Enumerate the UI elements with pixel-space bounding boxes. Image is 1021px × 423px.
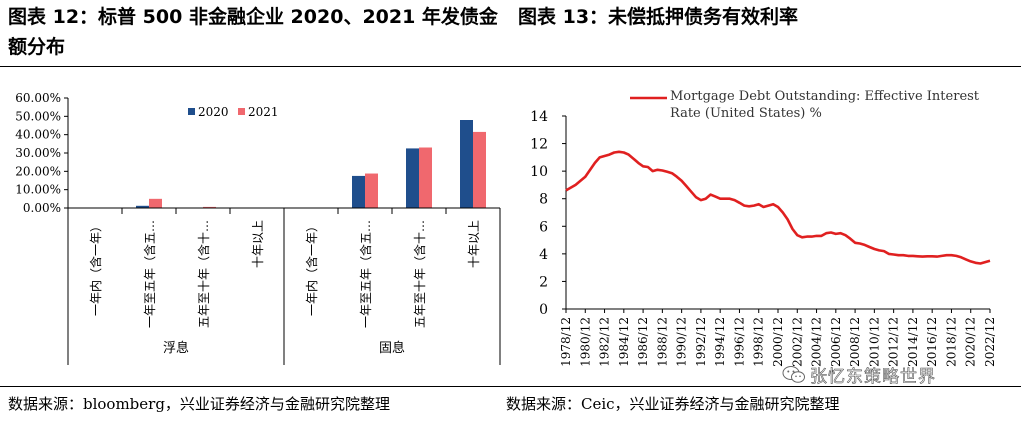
bar-legend-swatch xyxy=(188,108,195,115)
line-x-tick-label: 2000/12 xyxy=(771,317,785,367)
line-x-tick-label: 1996/12 xyxy=(732,317,746,367)
bar-y-tick-label: 60.00% xyxy=(15,91,61,105)
bar-2021-7 xyxy=(473,131,486,208)
bar-x-axis: 浮息 固息 一年内（含一年） 一年至五年（含五… 五年至十年（含十… 十年以上 一年内（含一… xyxy=(67,207,501,365)
line-x-tick-label: 1980/12 xyxy=(578,317,592,367)
line-legend: Mortgage Debt Outstanding: Effective Int… xyxy=(630,89,980,121)
bar-2021-2 xyxy=(203,206,216,208)
bar-2021-6 xyxy=(419,147,432,208)
line-y-tick-label: 14 xyxy=(530,109,548,125)
line-legend-label: Mortgage Debt Outstanding: Effective Int… xyxy=(670,89,980,121)
line-x-tick-label: 1998/12 xyxy=(752,317,766,367)
bar-2021-1 xyxy=(149,198,162,208)
line-x-tick-label: 1994/12 xyxy=(713,317,727,367)
bar-2020-5 xyxy=(352,175,365,208)
bar-y-tick-label: 40.00% xyxy=(15,128,61,142)
line-y-axis: 0 2 4 6 8 10 12 14 xyxy=(530,109,567,318)
line-x-tick-label: 1990/12 xyxy=(675,317,689,367)
mortgage-rate-line-chart: 0 2 4 6 8 10 12 14 1978/12 1980/12 1982/12 1984/12… xyxy=(530,89,997,367)
line-x-tick-label: 2016/12 xyxy=(925,317,939,367)
left-chart-title: 图表 12：标普 500 非金融企业 2020、2021 年发债金额分布 xyxy=(8,6,498,58)
line-x-tick-label: 2006/12 xyxy=(829,317,843,367)
bar-legend-label: 2020 xyxy=(198,105,229,119)
bar-category-label: 十年以上 xyxy=(467,220,481,268)
right-source-note: 数据来源：Ceic，兴业证券经济与金融研究院整理 xyxy=(506,395,840,413)
bar-y-tick-label: 0.00% xyxy=(23,201,61,215)
bar-series xyxy=(136,120,486,208)
line-x-tick-label: 1988/12 xyxy=(655,317,669,367)
bar-2021-5 xyxy=(365,173,378,208)
line-x-tick-label: 1978/12 xyxy=(559,317,573,367)
bar-category-label: 五年至十年（含十… xyxy=(196,220,211,328)
mortgage-rate-line xyxy=(565,150,991,265)
line-y-tick-label: 4 xyxy=(539,247,548,263)
bottom-divider xyxy=(0,386,1021,387)
bar-category-label: 一年至五年（含五… xyxy=(358,220,373,328)
line-x-axis: 1978/12 1980/12 1982/12 1984/12 1986/12 1988/… xyxy=(559,308,997,367)
bar-group-label: 浮息 xyxy=(163,340,189,356)
right-chart-title: 图表 13：未偿抵押债务有效利率 xyxy=(518,6,799,28)
bar-y-tick-label: 50.00% xyxy=(15,109,61,123)
bar-group-label: 固息 xyxy=(379,340,405,356)
line-x-tick-label: 2002/12 xyxy=(790,317,804,367)
line-y-tick-label: 8 xyxy=(539,192,548,208)
line-x-tick-label: 1986/12 xyxy=(636,317,650,367)
bar-category-label: 十年以上 xyxy=(251,220,265,268)
bar-y-tick-label: 10.00% xyxy=(15,183,61,197)
line-x-tick-label: 1982/12 xyxy=(598,317,612,367)
bar-2020-6 xyxy=(406,148,419,208)
watermark-text: 张忆东策略世界 xyxy=(810,367,936,388)
bar-legend-label: 2021 xyxy=(248,105,279,119)
bar-2020-1 xyxy=(136,205,149,208)
line-series xyxy=(565,150,991,265)
bar-category-label: 一年内（含一年） xyxy=(88,220,103,316)
bond-issuance-bar-chart: 60.00% 50.00% 40.00% 30.00% 20.00% 10.00% 0.00… xyxy=(15,91,501,365)
bar-category-label: 一年内（含一年） xyxy=(304,220,319,316)
line-x-tick-label: 2022/12 xyxy=(983,317,997,367)
line-legend-box: Mortgage Debt Outstanding: Effective Int… xyxy=(670,89,980,121)
line-x-tick-label: 2008/12 xyxy=(848,317,862,367)
bar-category-label: 五年至十年（含十… xyxy=(412,220,427,328)
bar-legend: 2020 2021 xyxy=(188,105,279,119)
bar-y-tick-label: 20.00% xyxy=(15,164,61,178)
line-x-tick-label: 2020/12 xyxy=(964,317,978,367)
bar-2020-7 xyxy=(460,120,473,208)
line-x-tick-label: 2018/12 xyxy=(944,317,958,367)
line-y-tick-label: 0 xyxy=(539,302,548,318)
watermark: 张忆东策略世界 xyxy=(782,362,1002,388)
line-y-tick-label: 6 xyxy=(539,219,548,235)
line-y-tick-label: 12 xyxy=(530,137,548,153)
line-x-tick-label: 1984/12 xyxy=(617,317,631,367)
line-x-tick-label: 2012/12 xyxy=(887,317,901,367)
line-y-tick-label: 2 xyxy=(539,274,548,290)
top-divider xyxy=(0,66,1021,67)
bar-y-tick-label: 30.00% xyxy=(15,146,61,160)
bar-legend-swatch xyxy=(238,108,245,115)
bar-category-label: 一年至五年（含五… xyxy=(142,220,157,328)
line-x-tick-label: 2014/12 xyxy=(906,317,920,367)
left-source-note: 数据来源：bloomberg，兴业证券经济与金融研究院整理 xyxy=(8,395,390,413)
line-x-tick-label: 2010/12 xyxy=(867,317,881,367)
line-x-tick-label: 1992/12 xyxy=(694,317,708,367)
bar-y-axis: 60.00% 50.00% 40.00% 30.00% 20.00% 10.00% 0.00… xyxy=(15,91,69,215)
line-y-tick-label: 10 xyxy=(530,164,548,180)
wechat-icon xyxy=(782,365,806,390)
line-x-tick-label: 2004/12 xyxy=(810,317,824,367)
